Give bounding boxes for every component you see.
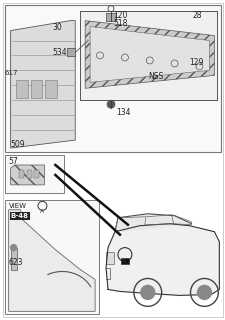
Text: NSS: NSS <box>147 72 162 81</box>
Text: 509: 509 <box>11 140 25 149</box>
Text: 534: 534 <box>52 49 67 58</box>
Polygon shape <box>85 20 214 88</box>
Text: 617: 617 <box>5 70 18 76</box>
Text: VIEW: VIEW <box>9 203 27 209</box>
Text: 129: 129 <box>189 59 203 68</box>
Bar <box>16 80 27 98</box>
Polygon shape <box>106 224 218 295</box>
Bar <box>120 258 128 264</box>
Bar <box>5 155 64 193</box>
Text: 28: 28 <box>192 11 201 20</box>
Bar <box>106 13 115 20</box>
Bar <box>34 170 39 178</box>
Bar <box>67 49 75 56</box>
Text: A: A <box>122 259 126 264</box>
Text: 120: 120 <box>112 11 127 20</box>
Bar <box>11 248 16 269</box>
Bar <box>5 200 99 314</box>
Polygon shape <box>11 20 75 148</box>
Bar <box>26 170 31 178</box>
Circle shape <box>140 285 154 300</box>
Polygon shape <box>90 27 209 82</box>
Text: 623: 623 <box>9 258 23 267</box>
Polygon shape <box>115 214 191 232</box>
Circle shape <box>107 100 115 108</box>
Bar <box>5 5 220 152</box>
Bar <box>80 11 216 100</box>
Bar <box>106 252 113 264</box>
Bar <box>18 170 23 178</box>
Polygon shape <box>11 165 44 185</box>
Polygon shape <box>9 210 95 311</box>
Bar <box>30 80 42 98</box>
Text: 518: 518 <box>112 19 127 28</box>
Text: B-48: B-48 <box>11 213 29 219</box>
Text: 57: 57 <box>9 157 18 166</box>
Text: A: A <box>40 209 44 214</box>
Text: 30: 30 <box>52 23 62 32</box>
Circle shape <box>197 285 210 300</box>
Bar <box>45 80 57 98</box>
Circle shape <box>11 244 16 251</box>
Text: 134: 134 <box>115 108 130 117</box>
